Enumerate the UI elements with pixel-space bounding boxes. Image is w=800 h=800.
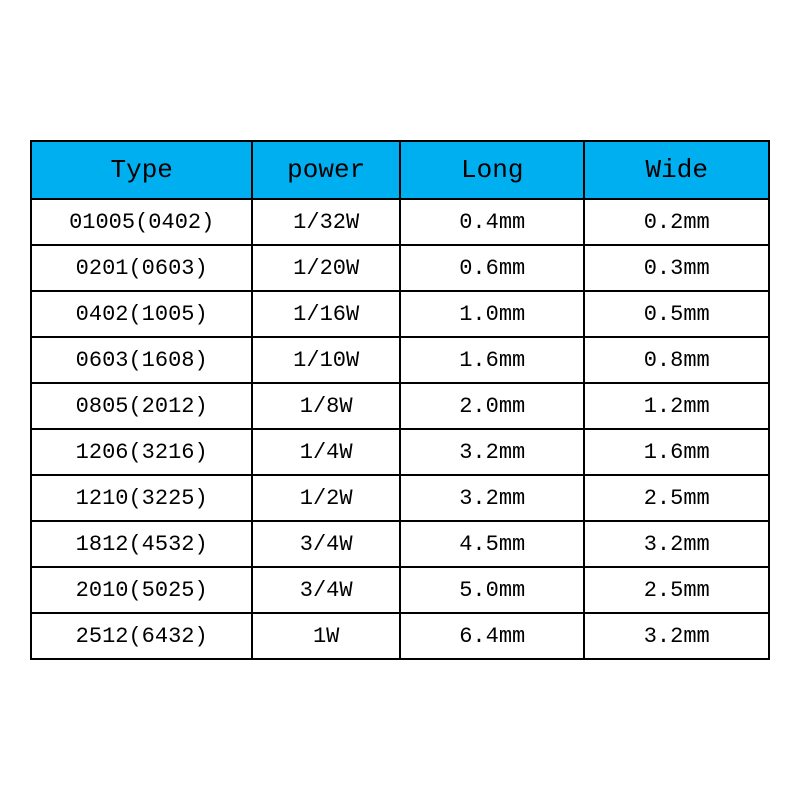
table-body: 01005(0402) 1/32W 0.4mm 0.2mm 0201(0603)… (31, 199, 769, 659)
cell-long: 3.2mm (400, 475, 585, 521)
cell-type: 0603(1608) (31, 337, 252, 383)
cell-power: 1W (252, 613, 400, 659)
cell-long: 2.0mm (400, 383, 585, 429)
cell-wide: 2.5mm (584, 567, 769, 613)
cell-wide: 3.2mm (584, 521, 769, 567)
table-row: 1206(3216) 1/4W 3.2mm 1.6mm (31, 429, 769, 475)
col-header-long: Long (400, 141, 585, 199)
cell-wide: 3.2mm (584, 613, 769, 659)
page: Type power Long Wide 01005(0402) 1/32W 0… (0, 0, 800, 800)
cell-power: 1/20W (252, 245, 400, 291)
table-row: 2010(5025) 3/4W 5.0mm 2.5mm (31, 567, 769, 613)
cell-power: 3/4W (252, 567, 400, 613)
cell-wide: 2.5mm (584, 475, 769, 521)
cell-wide: 0.5mm (584, 291, 769, 337)
cell-power: 3/4W (252, 521, 400, 567)
cell-power: 1/16W (252, 291, 400, 337)
cell-power: 1/32W (252, 199, 400, 245)
cell-power: 1/4W (252, 429, 400, 475)
cell-type: 1210(3225) (31, 475, 252, 521)
cell-long: 5.0mm (400, 567, 585, 613)
col-header-type: Type (31, 141, 252, 199)
cell-long: 1.0mm (400, 291, 585, 337)
cell-power: 1/10W (252, 337, 400, 383)
smd-size-table: Type power Long Wide 01005(0402) 1/32W 0… (30, 140, 770, 660)
col-header-wide: Wide (584, 141, 769, 199)
cell-type: 0805(2012) (31, 383, 252, 429)
cell-type: 1812(4532) (31, 521, 252, 567)
cell-long: 6.4mm (400, 613, 585, 659)
table-row: 0201(0603) 1/20W 0.6mm 0.3mm (31, 245, 769, 291)
cell-wide: 1.6mm (584, 429, 769, 475)
table-row: 0402(1005) 1/16W 1.0mm 0.5mm (31, 291, 769, 337)
col-header-power: power (252, 141, 400, 199)
cell-power: 1/2W (252, 475, 400, 521)
cell-wide: 0.8mm (584, 337, 769, 383)
table-row: 1210(3225) 1/2W 3.2mm 2.5mm (31, 475, 769, 521)
table-header: Type power Long Wide (31, 141, 769, 199)
cell-type: 2512(6432) (31, 613, 252, 659)
cell-long: 4.5mm (400, 521, 585, 567)
cell-wide: 0.3mm (584, 245, 769, 291)
table-row: 2512(6432) 1W 6.4mm 3.2mm (31, 613, 769, 659)
table-row: 01005(0402) 1/32W 0.4mm 0.2mm (31, 199, 769, 245)
cell-wide: 0.2mm (584, 199, 769, 245)
table-row: 0805(2012) 1/8W 2.0mm 1.2mm (31, 383, 769, 429)
cell-long: 1.6mm (400, 337, 585, 383)
cell-type: 1206(3216) (31, 429, 252, 475)
table-row: 1812(4532) 3/4W 4.5mm 3.2mm (31, 521, 769, 567)
cell-type: 2010(5025) (31, 567, 252, 613)
cell-long: 0.4mm (400, 199, 585, 245)
table-row: 0603(1608) 1/10W 1.6mm 0.8mm (31, 337, 769, 383)
cell-long: 0.6mm (400, 245, 585, 291)
cell-wide: 1.2mm (584, 383, 769, 429)
cell-type: 0201(0603) (31, 245, 252, 291)
cell-power: 1/8W (252, 383, 400, 429)
cell-type: 0402(1005) (31, 291, 252, 337)
table-header-row: Type power Long Wide (31, 141, 769, 199)
cell-long: 3.2mm (400, 429, 585, 475)
cell-type: 01005(0402) (31, 199, 252, 245)
